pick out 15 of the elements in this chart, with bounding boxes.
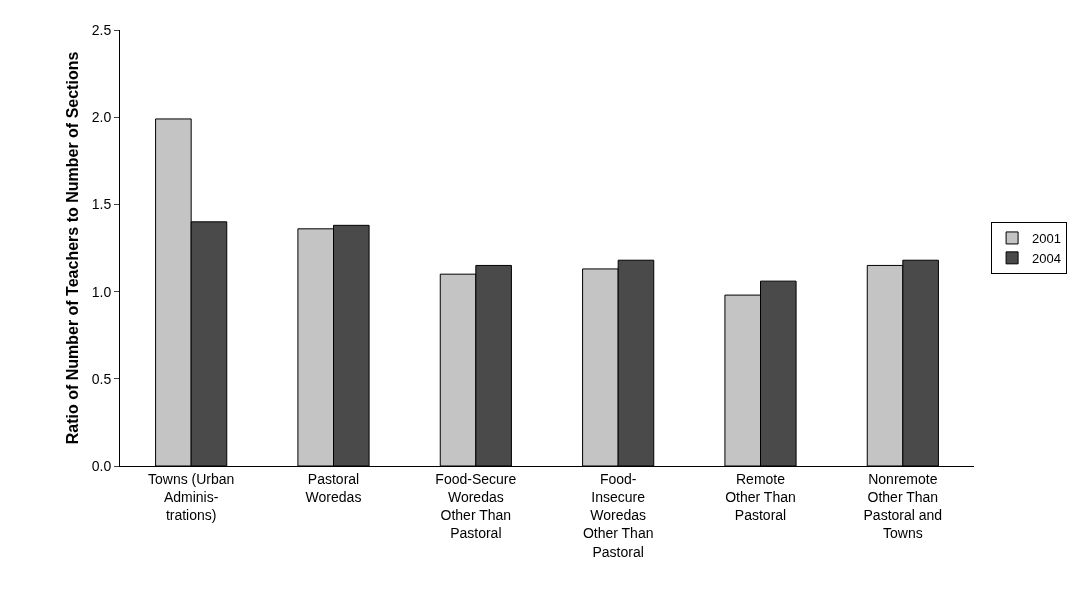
y-tick-label: 2.5 [91,21,112,38]
y-axis-title: Ratio of Number of Teachers to Number of Sections [64,51,81,445]
y-tick-label: 1.5 [91,196,112,213]
x-tick-label: Towns (Urban Adminis- trations) [147,470,235,524]
y-tick-label: 0.0 [91,457,112,474]
legend-label: 2001 [1032,231,1061,247]
legend-label: 2004 [1032,250,1061,266]
x-tick-label: Nonremote Other Than Pastoral and Towns [863,470,943,542]
x-tick-label: Pastoral Woredas [305,470,362,505]
x-tick-label: Remote Other Than Pastoral [725,470,796,524]
y-tick-label: 2.0 [91,109,112,126]
x-tick-label: Food- Insecure Woredas Other Than Pastoral [582,470,654,560]
y-tick-label: 1.0 [91,283,112,300]
y-tick-label: 0.5 [91,370,112,387]
x-tick-label: Food-Secure Woredas Other Than Pastoral [435,470,517,542]
